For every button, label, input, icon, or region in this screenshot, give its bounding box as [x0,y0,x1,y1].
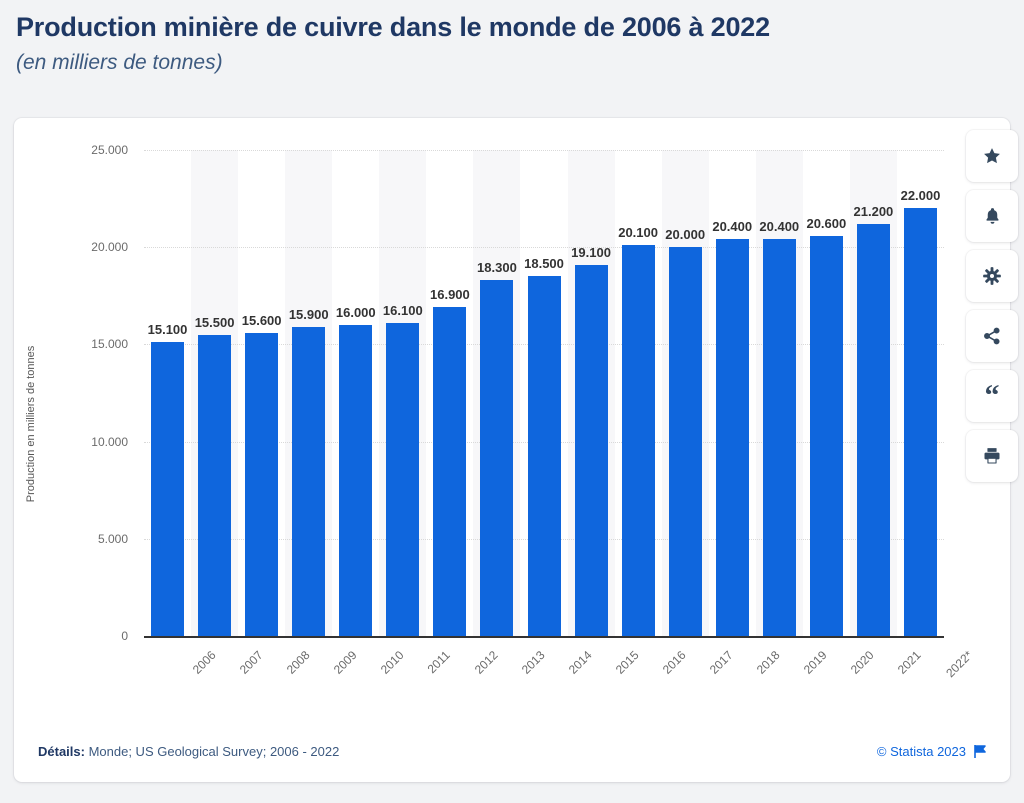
y-axis-tick-label: 5.000 [97,531,128,546]
bar[interactable] [715,239,749,636]
x-axis-tick-label: 2022* [943,648,976,681]
favorite-button[interactable] [966,130,1018,182]
print-icon [982,446,1002,466]
bar[interactable] [668,247,702,636]
card-footer: Détails: Monde; US Geological Survey; 20… [14,720,1010,782]
quote-icon: “ [984,379,1000,412]
bar-value-label: 16.900 [429,287,470,303]
x-axis-tick-label: 2019 [801,648,830,677]
star-icon [982,146,1002,166]
bar-value-label: 21.200 [853,203,894,219]
y-axis-tick-label: 25.000 [91,143,128,157]
side-toolbar: “ [966,130,1018,482]
y-axis-title: Production en milliers de tonnes [25,345,37,503]
bar[interactable] [480,280,514,636]
x-axis-tick-label: 2006 [189,648,219,677]
bar-value-label: 20.600 [806,215,847,231]
bar[interactable] [433,307,467,636]
bar-value-label: 22.000 [900,188,941,204]
bar[interactable] [292,326,326,636]
bar-value-label: 18.300 [477,260,517,276]
details-label: Détails: [38,743,85,759]
headline: Production minière de cuivre dans le mon… [0,0,1024,78]
x-axis-tick-label: 2020 [848,648,877,677]
print-button[interactable] [966,430,1018,482]
details-text: Détails: Monde; US Geological Survey; 20… [38,744,339,759]
bar-value-label: 15.600 [241,312,282,328]
cite-button[interactable]: “ [966,370,1018,422]
x-axis-tick-label: 2016 [659,648,689,677]
chart-card: Production en milliers de tonnes 0 5.000 1… [14,118,1010,782]
bars-layer [144,150,944,636]
bar-value-label: 20.400 [759,219,800,235]
x-axis-tick-label: 2009 [330,648,360,677]
x-axis-tick-label: 2018 [754,648,783,677]
x-axis-tick-label: 2014 [565,648,595,677]
y-axis-tick-label: 0 [121,629,128,643]
share-button[interactable] [966,310,1018,362]
x-axis-tick-label: 2010 [377,648,407,677]
gear-icon [982,266,1002,286]
page-subtitle: (en milliers de tonnes) [16,51,223,74]
notify-button[interactable] [966,190,1018,242]
x-axis-tick-label: 2007 [236,648,266,677]
bar[interactable] [198,334,232,636]
bar[interactable] [386,323,420,636]
bar[interactable] [339,324,373,636]
x-axis-tick-label: 2011 [424,648,453,677]
share-icon [982,326,1002,346]
y-axis-tick-label: 20.000 [91,240,128,255]
bar-value-label: 16.000 [335,304,376,320]
x-axis-line [144,636,944,638]
plot-area: Production en milliers de tonnes 0 5.000 1… [14,118,1010,718]
bell-icon [983,206,1002,226]
bar[interactable] [621,245,655,636]
copyright[interactable]: © Statista 2023 [877,744,986,759]
bar-value-label: 20.000 [665,227,706,243]
x-axis-tick-label: 2008 [283,648,313,677]
bar[interactable] [245,332,279,636]
bar[interactable] [574,264,608,636]
x-axis-tick-label: 2021 [895,648,925,677]
y-axis-tick-label: 15.000 [91,337,128,352]
bar-value-label: 15.500 [194,314,235,330]
bar[interactable] [856,223,890,636]
gridline [144,247,944,249]
bar-value-label: 15.100 [147,322,188,338]
bar[interactable] [762,239,796,636]
bar-value-label: 20.400 [712,219,753,235]
bar[interactable] [527,276,561,636]
x-axis-tick-label: 2017 [706,648,736,677]
bar-value-label: 18.500 [524,256,564,272]
bar-value-label: 15.900 [288,306,329,322]
details-value: Monde; US Geological Survey; 2006 - 2022 [84,743,340,759]
page-title: Production minière de cuivre dans le mon… [16,12,770,42]
bar-value-label: 16.100 [382,303,423,319]
bar-value-label: 20.100 [618,225,658,241]
copyright-text: © Statista 2023 [876,743,966,759]
flag-icon[interactable] [974,744,986,758]
bar-value-label: 19.100 [571,244,611,260]
bar[interactable] [809,235,843,636]
bar[interactable] [903,208,937,636]
x-axis-tick-label: 2015 [612,648,642,677]
x-axis-tick-label: 2012 [471,648,501,677]
y-axis-tick-label: 10.000 [91,434,128,449]
bar[interactable] [151,342,185,636]
settings-button[interactable] [966,250,1018,302]
gridline [144,150,944,151]
x-axis-tick-label: 2013 [518,648,548,677]
